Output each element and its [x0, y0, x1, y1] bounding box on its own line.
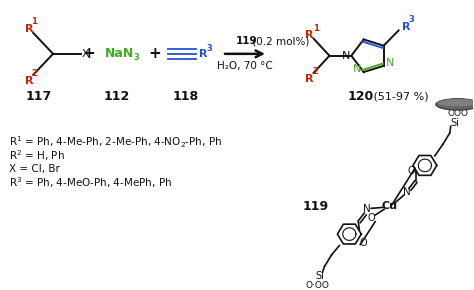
- Text: 118: 118: [172, 90, 198, 103]
- Text: O: O: [359, 238, 367, 248]
- Text: X: X: [82, 49, 90, 59]
- Text: 119: 119: [236, 37, 258, 46]
- Text: R: R: [25, 75, 34, 86]
- Text: R: R: [401, 21, 410, 32]
- Text: 117: 117: [26, 90, 52, 103]
- Text: 3: 3: [409, 15, 414, 24]
- Ellipse shape: [296, 289, 339, 290]
- Ellipse shape: [437, 99, 474, 106]
- Text: R$^3$ = Ph, 4-MeO-Ph, 4-MePh, Ph: R$^3$ = Ph, 4-MeO-Ph, 4-MePh, Ph: [9, 175, 173, 190]
- Text: +: +: [148, 46, 161, 61]
- Text: +: +: [82, 46, 95, 61]
- Text: O: O: [367, 213, 375, 223]
- Text: R$^2$ = H, Ph: R$^2$ = H, Ph: [9, 148, 65, 163]
- Ellipse shape: [297, 289, 338, 290]
- Text: R: R: [199, 49, 208, 59]
- Text: (51-97 %): (51-97 %): [370, 92, 429, 102]
- Text: Cu: Cu: [381, 202, 397, 211]
- Text: 2: 2: [31, 69, 37, 78]
- Text: R: R: [305, 74, 314, 84]
- Text: Si: Si: [450, 118, 459, 128]
- Text: 112: 112: [104, 90, 130, 103]
- Text: O·OO: O·OO: [306, 281, 329, 290]
- Text: N: N: [364, 204, 371, 214]
- Text: 3: 3: [206, 44, 212, 52]
- Text: N: N: [403, 187, 411, 197]
- Text: 3: 3: [134, 53, 139, 62]
- Text: H₂O, 70 °C: H₂O, 70 °C: [217, 61, 273, 71]
- Text: X = Cl, Br: X = Cl, Br: [9, 164, 60, 174]
- Text: Si: Si: [315, 271, 324, 281]
- Text: NaN: NaN: [105, 47, 134, 60]
- Text: 1: 1: [31, 17, 37, 26]
- Text: N: N: [386, 58, 394, 68]
- Text: N: N: [342, 51, 350, 61]
- Ellipse shape: [436, 99, 474, 110]
- Text: 2: 2: [312, 68, 319, 77]
- Text: O: O: [407, 166, 415, 176]
- Text: 120: 120: [347, 90, 374, 103]
- Text: OOO: OOO: [447, 109, 468, 118]
- Text: R: R: [25, 24, 34, 34]
- Text: (0.2 mol%): (0.2 mol%): [249, 37, 310, 46]
- Text: R$^1$ = Ph, 4-Me-Ph, 2-Me-Ph, 4-NO$_2$-Ph, Ph: R$^1$ = Ph, 4-Me-Ph, 2-Me-Ph, 4-NO$_2$-P…: [9, 135, 222, 150]
- Text: R: R: [305, 30, 314, 40]
- Text: N: N: [353, 64, 362, 74]
- Text: 119: 119: [302, 200, 328, 213]
- Text: 1: 1: [312, 23, 319, 32]
